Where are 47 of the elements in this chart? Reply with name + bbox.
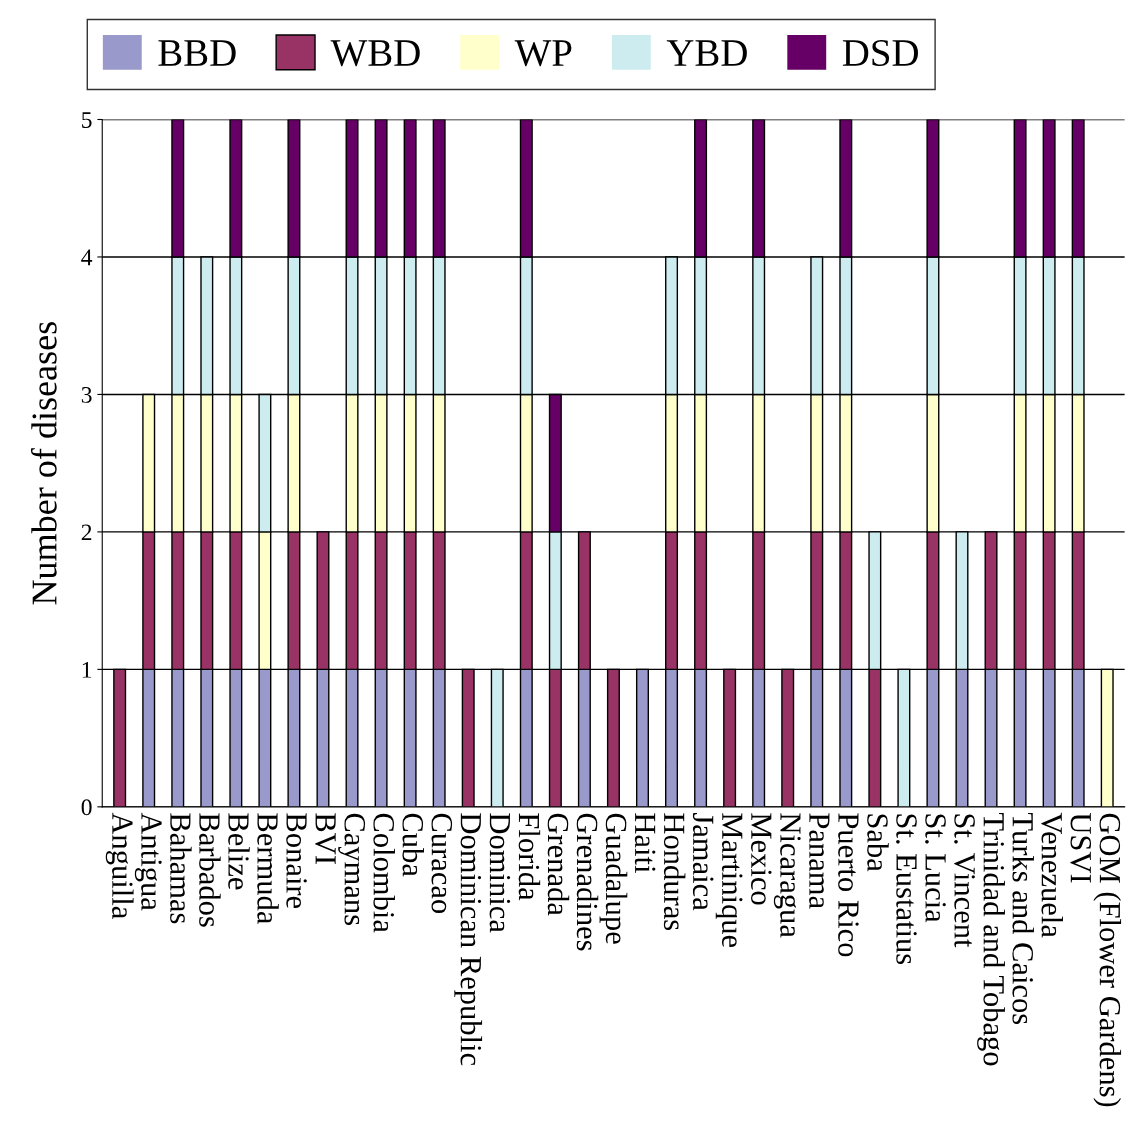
x-tick-label: Panama: [809, 813, 830, 909]
x-tick-label: Barbados: [199, 813, 221, 927]
x-tick-label: Cuba: [402, 813, 424, 877]
x-tick-label: Grenadines: [576, 813, 599, 951]
y-tick-label: 4: [81, 249, 93, 266]
x-tick-label: Jamaica: [692, 813, 714, 911]
x-tick-label: Caymans: [338, 813, 365, 926]
x-tick-label: Colombia: [373, 813, 395, 933]
x-tick-label: St. Eustatius: [896, 814, 917, 965]
x-tick-label: St. Vincent: [954, 814, 975, 948]
x-tick-label: Mexico: [751, 813, 772, 905]
x-tick-label: GOM (Flower Gardens): [1093, 813, 1122, 1107]
x-tick-label: Honduras: [663, 813, 686, 931]
x-tick-label: BVI: [315, 813, 336, 864]
x-tick-label: St. Lucia: [925, 814, 946, 923]
x-tick-label: Turks and Caicos: [1012, 812, 1034, 1025]
x-tick-label: Martinique: [715, 813, 743, 948]
x-tick-label: Belize: [228, 813, 250, 890]
x-tick-label: Grenada: [547, 813, 570, 916]
x-tick-label: Guadalupe: [599, 813, 628, 944]
legend-label: YBD: [666, 40, 747, 66]
x-tick-label: Bonaire: [286, 813, 307, 909]
x-tick-label: Haiti: [634, 813, 656, 873]
x-tick-label: Anguilla: [105, 812, 134, 919]
y-axis-title: Number of diseases: [30, 322, 57, 605]
x-tick-label: Venezuela: [1041, 812, 1063, 938]
legend-label: WP: [514, 40, 572, 67]
x-tick-label: Antigua: [134, 812, 162, 911]
legend-label: WBD: [330, 40, 420, 67]
y-tick-label: 3: [81, 386, 92, 403]
x-tick-label: Dominica: [489, 813, 511, 933]
x-tick-label: Nicaragua: [773, 813, 801, 938]
x-tick-label: Dominican Republic: [454, 813, 483, 1066]
x-tick-label: Bahamas: [170, 813, 192, 924]
legend-label: DSD: [842, 39, 918, 67]
x-tick-label: Florida: [518, 813, 541, 901]
x-tick-label: Puerto Rico: [838, 813, 859, 957]
y-tick-label: 2: [81, 524, 92, 541]
legend-label: BBD: [158, 40, 236, 66]
y-tick-label: 1: [82, 661, 92, 678]
x-tick-label: Curacao: [431, 813, 453, 914]
y-tick-label: 0: [81, 799, 92, 816]
x-tick-label: USVI: [1070, 813, 1092, 883]
x-tick-label: Saba: [867, 814, 889, 872]
x-tick-label: Bermuda: [257, 813, 279, 924]
x-tick-label: Trinidad and Tobago: [977, 812, 1005, 1066]
y-tick-label: 5: [82, 112, 92, 128]
